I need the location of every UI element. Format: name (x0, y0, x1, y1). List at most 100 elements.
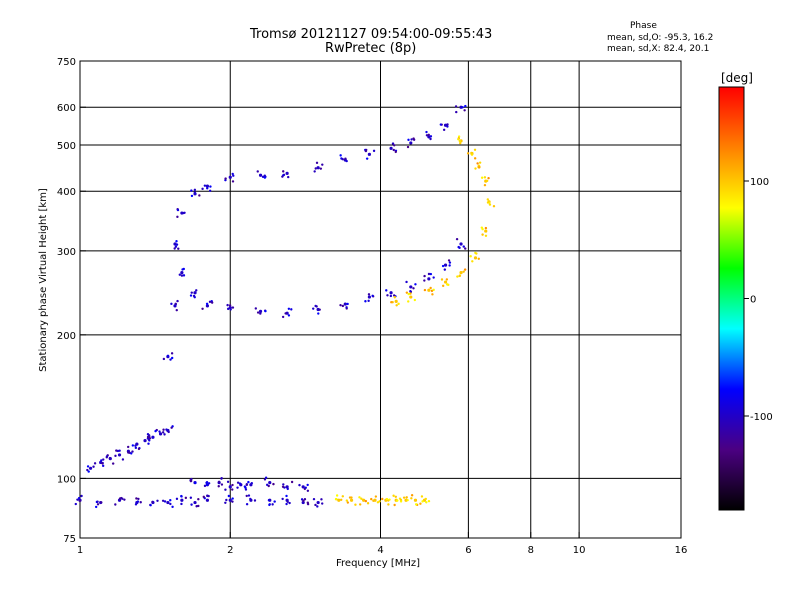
data-point-spread (148, 439, 150, 441)
data-point-spread (371, 295, 373, 297)
data-point-spread (227, 308, 229, 310)
data-point-spread (246, 503, 248, 505)
data-point-spread (96, 501, 98, 503)
data-point-spread (410, 497, 412, 499)
y-tick-label: 400 (57, 187, 76, 198)
data-point-spread (183, 274, 185, 276)
data-point-spread (442, 265, 444, 267)
data-point-spread (307, 501, 309, 503)
data-point-spread (231, 500, 233, 502)
data-point (89, 467, 92, 470)
data-point-spread (78, 497, 80, 499)
data-point-spread (412, 287, 414, 289)
data-point-spread (393, 144, 395, 146)
data-point-spread (284, 312, 286, 314)
data-point-spread (409, 290, 411, 292)
data-point-spread (478, 258, 480, 260)
data-point-spread (481, 233, 483, 235)
data-point (409, 141, 412, 144)
data-point-spread (481, 177, 483, 179)
data-point-spread (273, 500, 275, 502)
data-point-spread (397, 303, 399, 305)
data-point-spread (405, 281, 407, 283)
data-point-spread (390, 295, 392, 297)
data-point-spread (169, 503, 171, 505)
data-point-spread (247, 481, 249, 483)
data-point-spread (177, 248, 179, 250)
data-point-spread (407, 300, 409, 302)
data-point-spread (137, 498, 139, 500)
data-point-spread (285, 495, 287, 497)
data-point-spread (301, 498, 303, 500)
data-point-spread (340, 157, 342, 159)
data-point-spread (208, 482, 210, 484)
data-point-spread (282, 483, 284, 485)
data-point-spread (251, 482, 253, 484)
data-point-spread (457, 138, 459, 140)
data-point-spread (428, 134, 430, 136)
data-point-spread (207, 495, 209, 497)
data-point-spread (342, 495, 344, 497)
data-point-spread (359, 503, 361, 505)
data-point-spread (257, 170, 259, 172)
data-point-spread (287, 176, 289, 178)
data-point-spread (350, 496, 352, 498)
data-point-spread (388, 498, 390, 500)
phase-o-stats: mean, sd,O: -95.3, 16.2 (607, 34, 713, 43)
data-point-spread (449, 261, 451, 263)
data-point-spread (444, 268, 446, 270)
data-point-spread (158, 430, 160, 432)
data-point-spread (194, 189, 196, 191)
data-point-spread (316, 505, 318, 507)
data-point-spread (406, 499, 408, 501)
data-point-spread (190, 480, 192, 482)
data-point-spread (281, 175, 283, 177)
y-axis-label: Stationary phase Virtual Height [km] (39, 188, 49, 372)
data-point-spread (182, 212, 184, 214)
data-point-spread (368, 293, 370, 295)
data-point-spread (209, 185, 211, 187)
data-point (409, 295, 412, 298)
data-point (259, 174, 262, 177)
data-point-spread (479, 161, 481, 163)
data-point-spread (194, 191, 196, 193)
data-point-spread (291, 481, 293, 483)
data-point-spread (430, 135, 432, 137)
data-point-spread (204, 485, 206, 487)
data-point-spread (282, 486, 284, 488)
data-point (368, 153, 371, 156)
data-point-spread (461, 106, 463, 108)
data-point-spread (197, 505, 199, 507)
data-point-spread (315, 167, 317, 169)
data-point-spread (313, 170, 315, 172)
data-point-spread (100, 459, 102, 461)
data-point-spread (101, 462, 103, 464)
data-point-spread (190, 294, 192, 296)
data-point-spread (464, 268, 466, 270)
data-point-spread (268, 485, 270, 487)
data-point (395, 300, 398, 303)
data-point-spread (255, 307, 257, 309)
data-point-spread (306, 484, 308, 486)
y-tick-label: 75 (63, 534, 76, 545)
data-point-spread (340, 499, 342, 501)
data-point-spread (358, 496, 360, 498)
data-point-spread (476, 162, 478, 164)
data-point-spread (249, 498, 251, 500)
data-point-spread (114, 455, 116, 457)
data-point-spread (134, 444, 136, 446)
data-point-spread (360, 498, 362, 500)
data-point-spread (484, 176, 486, 178)
data-point-spread (403, 496, 405, 498)
data-point-spread (229, 308, 231, 310)
data-point-spread (246, 484, 248, 486)
data-point-spread (209, 301, 211, 303)
data-point-spread (185, 497, 187, 499)
data-point-spread (80, 495, 82, 497)
data-point-spread (231, 173, 233, 175)
data-point-spread (410, 138, 412, 140)
colorbar-tick-label: 100 (750, 177, 769, 188)
data-point-spread (181, 274, 183, 276)
data-point-spread (342, 305, 344, 307)
data-point-spread (176, 498, 178, 500)
